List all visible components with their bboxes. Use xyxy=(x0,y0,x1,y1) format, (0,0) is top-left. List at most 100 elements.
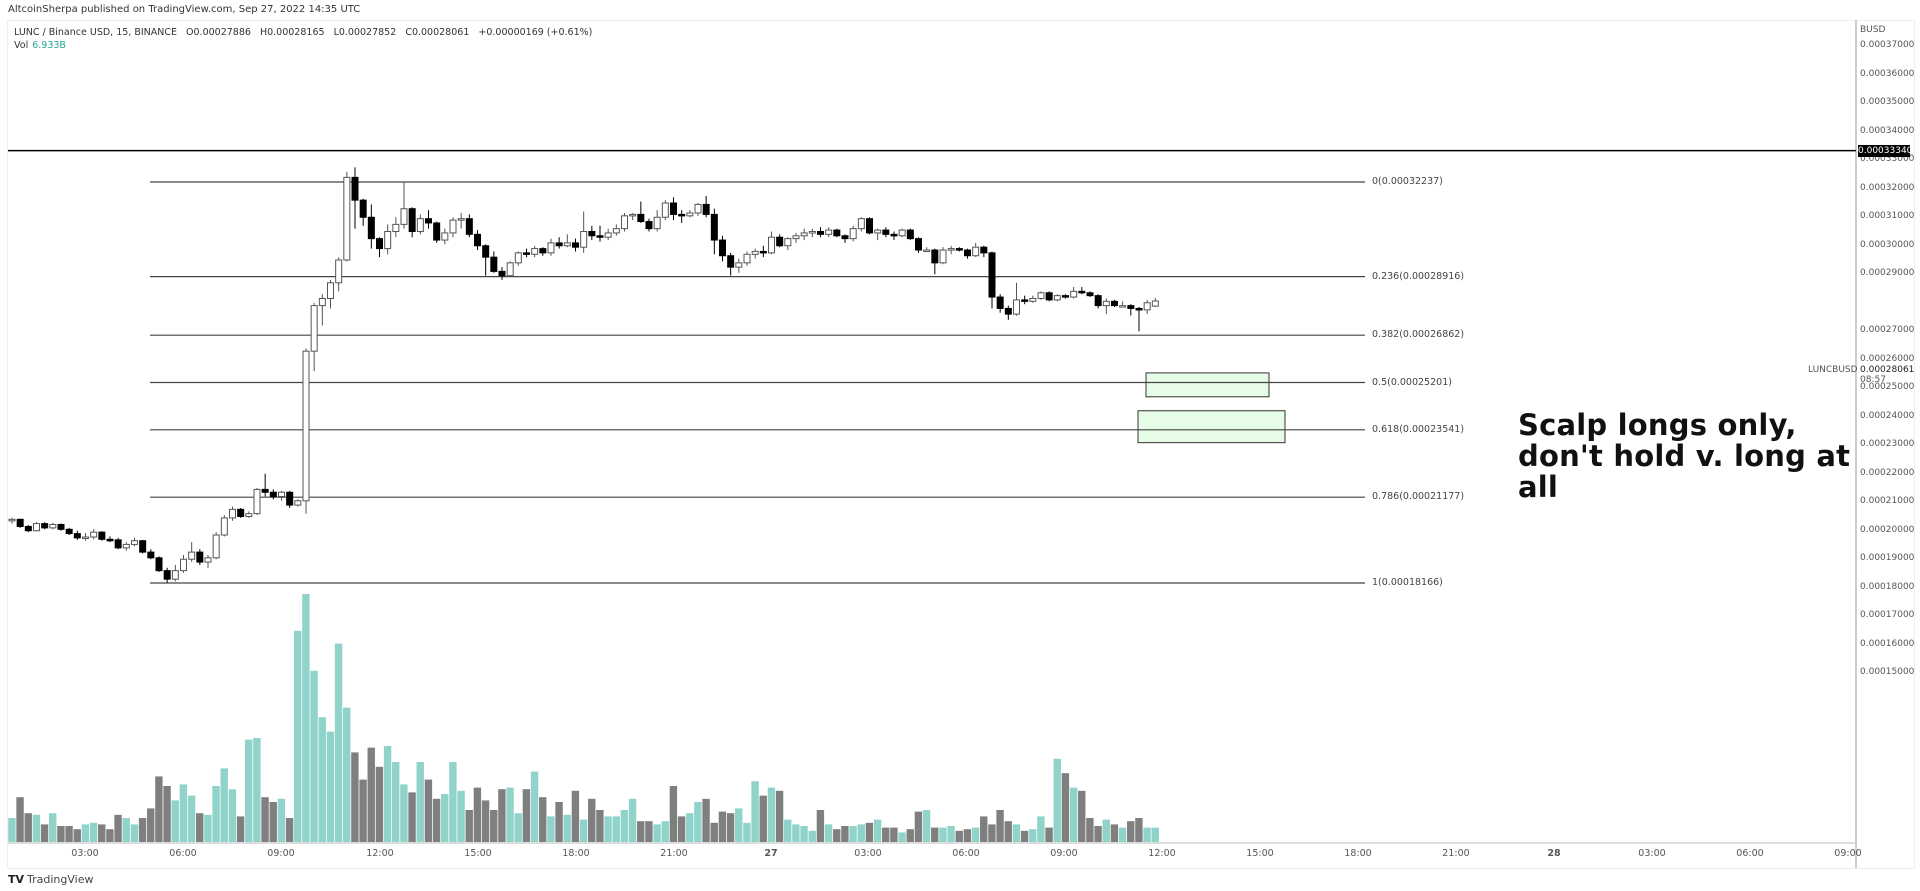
volume-bar xyxy=(155,776,163,842)
candle xyxy=(1029,297,1037,302)
candle xyxy=(653,216,661,230)
candle xyxy=(572,242,579,248)
candle xyxy=(441,232,449,241)
brand-name: TradingView xyxy=(27,873,94,886)
candle xyxy=(180,558,187,572)
candle xyxy=(449,219,457,234)
volume-bar xyxy=(628,798,637,842)
candle xyxy=(49,523,57,529)
annotation-note[interactable]: Scalp longs only, don't hold v. long at … xyxy=(1518,410,1850,503)
volume-bar xyxy=(514,813,522,842)
volume-bar xyxy=(833,829,841,842)
volume-bar xyxy=(604,816,612,842)
fib-level-label: 0.382(0.00026862) xyxy=(1372,329,1465,341)
volume-bar xyxy=(481,800,490,842)
candle xyxy=(955,248,963,251)
candle xyxy=(261,488,269,493)
volume-bar xyxy=(1086,818,1094,842)
price-tick: 0.00026000 xyxy=(1860,353,1915,364)
volume-bar xyxy=(65,826,73,842)
volume-bar xyxy=(792,824,800,842)
volume-bar xyxy=(988,824,996,842)
volume-bar xyxy=(351,752,359,842)
time-tick: 06:00 xyxy=(952,848,980,859)
candle xyxy=(400,208,408,225)
volume-bar xyxy=(775,790,784,842)
candle xyxy=(1053,295,1061,301)
candle xyxy=(318,297,326,307)
candle xyxy=(163,570,171,580)
volume-bar xyxy=(637,821,645,842)
candle xyxy=(384,231,392,250)
candle xyxy=(367,216,375,240)
candle xyxy=(547,242,555,254)
candle xyxy=(114,539,122,549)
tradingview-logo-icon: TV xyxy=(8,873,25,886)
candle xyxy=(392,223,400,233)
volume-bar xyxy=(530,771,539,842)
candle xyxy=(237,508,245,517)
candle xyxy=(204,557,212,563)
candle xyxy=(825,229,833,235)
price-tick: 0.00024000 xyxy=(1860,410,1915,421)
candle xyxy=(972,246,980,257)
candles-layer xyxy=(8,167,1159,583)
volume-label[interactable]: Vol xyxy=(14,40,29,51)
volume-bar xyxy=(759,795,767,842)
volume-bar xyxy=(212,786,220,842)
high-value: H0.00028165 xyxy=(259,27,325,38)
volume-bar xyxy=(163,786,171,842)
candle xyxy=(229,508,236,519)
volume-bar xyxy=(767,787,776,842)
volume-bar xyxy=(579,819,588,842)
volume-bar xyxy=(784,819,792,842)
candle xyxy=(702,203,710,215)
volume-bar xyxy=(24,813,32,842)
volume-bar xyxy=(1118,827,1127,842)
candle xyxy=(800,232,808,237)
price-tick: 0.00015000 xyxy=(1860,667,1915,678)
volume-bar xyxy=(865,822,874,842)
volume-value: 6.933B xyxy=(32,40,66,51)
candle xyxy=(196,551,204,563)
volume-bar xyxy=(588,798,596,842)
time-tick: 09:00 xyxy=(1834,848,1862,859)
candle xyxy=(915,238,922,251)
volume-bar xyxy=(563,814,571,842)
volume-bar xyxy=(32,814,41,842)
volume-bar xyxy=(947,826,955,842)
symbol-title[interactable]: LUNC / Binance USD, 15, BINANCE xyxy=(14,27,177,38)
volume-bar xyxy=(375,766,384,842)
candle xyxy=(1045,292,1053,301)
candle xyxy=(996,296,1004,309)
volume-bar xyxy=(800,826,808,842)
time-tick: 28 xyxy=(1547,848,1561,859)
volume-bar xyxy=(963,829,972,842)
candle xyxy=(531,248,539,255)
volume-bar xyxy=(539,797,547,842)
candle xyxy=(269,491,277,498)
price-tick: 0.00022000 xyxy=(1860,467,1915,478)
candle xyxy=(727,255,735,268)
volume-bar xyxy=(931,827,939,842)
candle xyxy=(604,232,612,238)
volume-bar xyxy=(294,630,302,842)
volume-bar xyxy=(367,747,375,842)
close-value: C0.00028061 xyxy=(405,27,470,38)
candle xyxy=(408,208,416,233)
volume-bar xyxy=(261,797,269,842)
candle xyxy=(73,533,81,539)
volume-bar xyxy=(89,822,98,842)
volume-bar xyxy=(718,811,727,842)
fib-level-label: 0.236(0.00028916) xyxy=(1372,270,1465,282)
candle xyxy=(874,229,882,234)
candle xyxy=(490,256,498,272)
tradingview-brand[interactable]: TV TradingView xyxy=(8,873,94,886)
candle xyxy=(988,252,996,298)
volume-bar xyxy=(1069,787,1078,842)
chart-frame xyxy=(7,20,1915,869)
volume-bar xyxy=(506,787,514,842)
volume-bar xyxy=(824,824,833,842)
volume-bar xyxy=(408,792,416,842)
